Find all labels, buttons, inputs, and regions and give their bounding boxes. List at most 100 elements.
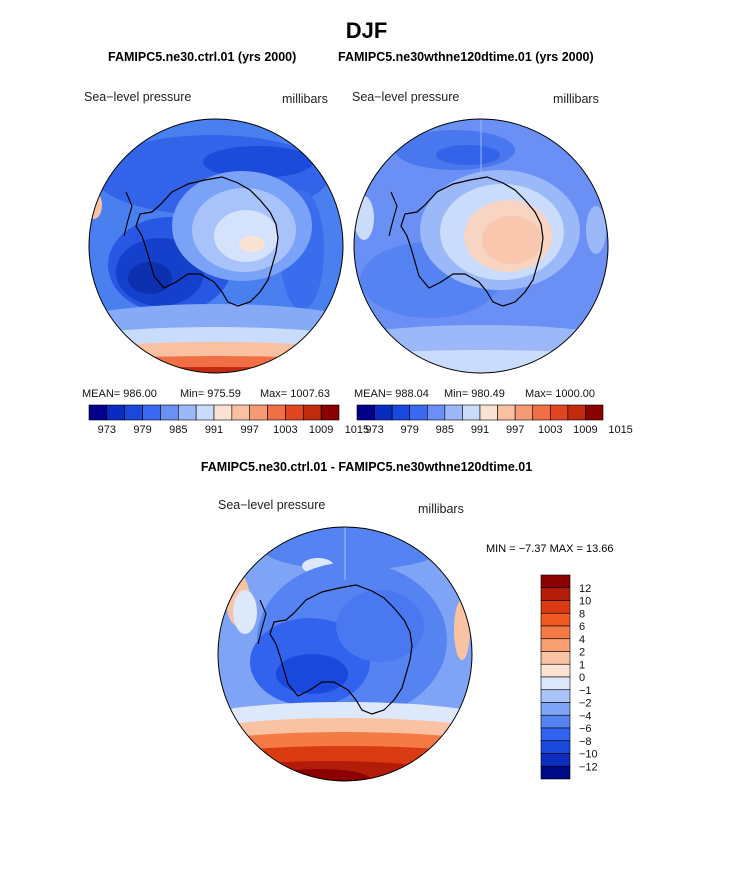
right-sea-level-pressure-map	[353, 118, 609, 374]
left-colorbar-box	[249, 404, 268, 421]
right-panel-title: FAMIPC5.ne30wthne120dtime.01 (yrs 2000)	[338, 50, 594, 64]
right-antarctica-outline	[400, 176, 544, 307]
left-colorbar-box	[177, 404, 197, 421]
left-antarctica-outline	[135, 176, 279, 307]
diff-variable-label: Sea−level pressure	[218, 498, 326, 512]
diff-colorbar-box	[540, 714, 571, 729]
right-variable-label: Sea−level pressure	[352, 90, 460, 104]
diff-colorbar-label: −6	[579, 723, 592, 735]
left-colorbar-box	[88, 404, 108, 421]
right-peninsula-outline	[388, 191, 398, 237]
left-mean-stat: MEAN= 986.00	[82, 388, 157, 400]
right-min-stat: Min= 980.49	[444, 388, 505, 400]
right-colorbar: 973 979 985 991 997 1003 1009 1015	[356, 404, 633, 436]
right-colorbar-box	[391, 404, 411, 421]
right-colorbar-box	[356, 404, 375, 421]
right-colorbar-box	[497, 404, 516, 421]
right-colorbar-label: 997	[506, 424, 524, 436]
right-colorbar-box	[409, 404, 428, 421]
left-colorbar-label: 991	[205, 424, 223, 436]
right-colorbar-box	[585, 404, 604, 421]
left-sea-level-pressure-map	[88, 118, 344, 374]
left-units-label: millibars	[282, 92, 328, 106]
right-colorbar-box	[444, 404, 463, 421]
left-colorbar-box	[267, 404, 286, 421]
diff-colorbar-box	[540, 740, 571, 754]
diff-minmax-label: MIN = −7.37 MAX = 13.66	[486, 543, 614, 555]
diff-colorbar-box	[540, 676, 571, 691]
diff-colorbar-box	[540, 765, 571, 780]
diff-peninsula-outline	[257, 599, 267, 645]
left-colorbar-label: 1003	[273, 424, 297, 436]
diff-colorbar-label: 8	[579, 608, 585, 620]
right-colorbar-box	[462, 404, 481, 421]
diff-colorbar-label: 12	[579, 583, 591, 595]
diff-colorbar-box	[540, 702, 571, 716]
diff-colorbar-label: 6	[579, 621, 585, 633]
left-min-stat: Min= 975.59	[180, 388, 241, 400]
right-colorbar-box	[374, 404, 393, 421]
diff-colorbar-box	[540, 638, 571, 652]
right-mean-stat: MEAN= 988.04	[354, 388, 429, 400]
right-colorbar-box	[514, 404, 534, 421]
right-colorbar-label: 985	[436, 424, 454, 436]
diff-colorbar-box	[540, 612, 571, 627]
difference-panel-title: FAMIPC5.ne30.ctrl.01 - FAMIPC5.ne30wthne…	[200, 460, 533, 474]
diff-colorbar-box	[540, 689, 571, 703]
diff-colorbar-label: 0	[579, 672, 585, 684]
diff-units-label: millibars	[418, 502, 464, 516]
left-panel-title: FAMIPC5.ne30.ctrl.01 (yrs 2000)	[108, 50, 297, 64]
diff-colorbar-label: −4	[579, 710, 592, 722]
left-colorbar-label: 985	[169, 424, 187, 436]
left-colorbar-box	[195, 404, 215, 421]
left-colorbar: 973 979 985 991 997 1003 1009 1015	[88, 404, 369, 436]
right-colorbar-box	[426, 404, 446, 421]
right-max-stat: Max= 1000.00	[525, 388, 596, 400]
left-colorbar-box	[285, 404, 304, 421]
right-colorbar-box	[479, 404, 498, 421]
diff-colorbar-box	[540, 663, 571, 678]
diff-colorbar-box	[540, 651, 571, 665]
right-colorbar-label: 973	[365, 424, 383, 436]
diff-colorbar-box	[540, 625, 571, 640]
left-colorbar-box	[231, 404, 251, 421]
difference-map	[217, 526, 473, 782]
diff-colorbar-label: −8	[579, 736, 592, 748]
left-peninsula-outline	[123, 191, 133, 237]
diff-colorbar-label: −1	[579, 685, 592, 697]
right-units-label: millibars	[553, 92, 599, 106]
diff-colorbar-box	[540, 753, 571, 767]
diff-colorbar-label: 1	[579, 659, 585, 671]
diff-colorbar-box	[540, 600, 571, 614]
left-colorbar-label: 997	[241, 424, 259, 436]
left-colorbar-label: 973	[98, 424, 116, 436]
diff-colorbar-label: 2	[579, 647, 585, 659]
right-colorbar-label: 1003	[538, 424, 562, 436]
diff-colorbar-box	[540, 727, 571, 742]
left-colorbar-box	[213, 404, 233, 421]
diff-colorbar-box	[540, 587, 571, 601]
diff-colorbar-box	[540, 574, 571, 589]
diff-colorbar-label: −2	[579, 698, 592, 710]
left-colorbar-box	[302, 404, 322, 421]
diff-colorbar-label: −10	[579, 749, 598, 761]
right-colorbar-label: 979	[401, 424, 419, 436]
left-colorbar-label: 1009	[309, 424, 333, 436]
left-colorbar-box	[106, 404, 126, 421]
left-colorbar-label: 1015	[345, 424, 369, 436]
diff-antarctica-outline	[269, 584, 413, 715]
diff-colorbar-label: 4	[579, 634, 585, 646]
right-colorbar-box	[567, 404, 586, 421]
diff-colorbar-label: 10	[579, 596, 591, 608]
right-colorbar-label: 1015	[608, 424, 632, 436]
left-max-stat: Max= 1007.63	[260, 388, 331, 400]
right-colorbar-box	[549, 404, 569, 421]
left-colorbar-box	[320, 404, 340, 421]
left-colorbar-label: 979	[133, 424, 151, 436]
right-colorbar-box	[532, 404, 551, 421]
diff-colorbar-label: −12	[579, 761, 598, 773]
left-colorbar-box	[124, 404, 143, 421]
figure-title: DJF	[345, 18, 388, 43]
